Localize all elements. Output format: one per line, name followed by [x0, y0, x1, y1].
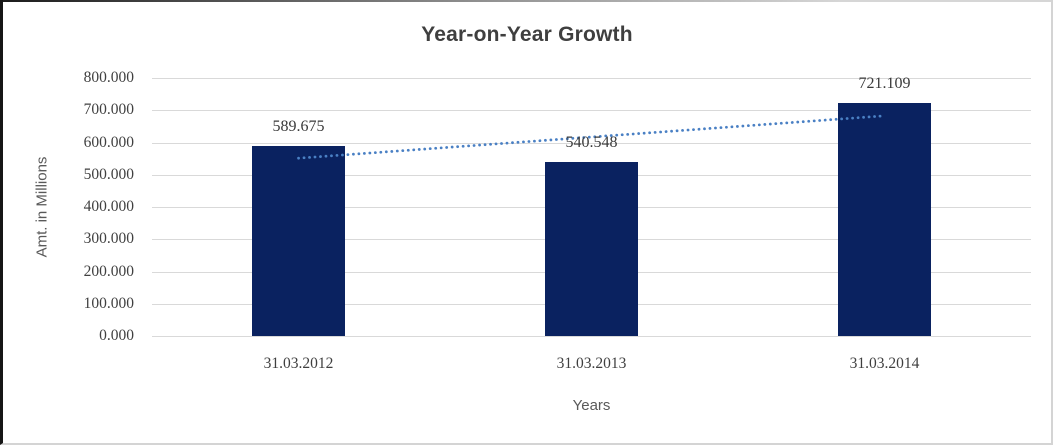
y-tick-label: 100.000: [83, 294, 134, 312]
bar-31-03-2013: [545, 161, 638, 336]
y-tick-label: 600.000: [83, 133, 134, 151]
y-tick-label: 700.000: [83, 101, 134, 119]
y-tick-label: 200.000: [83, 262, 134, 280]
gridline: [152, 110, 1031, 112]
y-axis: 800.000 700.000 600.000 500.000 400.000 …: [3, 69, 134, 344]
x-axis: 31.03.2012 31.03.2013 31.03.2014: [152, 355, 1031, 375]
x-tick-label: 31.03.2013: [556, 355, 627, 372]
x-tick-label: 31.03.2014: [849, 355, 920, 372]
y-tick-label: 800.000: [83, 69, 134, 86]
bar-31-03-2014: [837, 103, 931, 336]
chart-title: Year-on-Year Growth: [421, 23, 633, 46]
bar-value-label: 540.548: [565, 133, 618, 151]
plot-area: 589.675 540.548 721.109: [152, 75, 1031, 337]
y-tick-label: 300.000: [83, 230, 134, 248]
gridline: [152, 78, 1031, 79]
y-tick-label: 400.000: [83, 198, 134, 215]
bar-31-03-2012: [252, 145, 345, 336]
x-tick-label: 31.03.2012: [263, 355, 334, 372]
x-axis-title-row: Years: [152, 397, 1031, 415]
x-axis-title: Years: [572, 397, 611, 414]
bar-value-label: 721.109: [858, 75, 911, 93]
y-tick-label: 500.000: [83, 165, 134, 183]
bar-value-label: 589.675: [272, 117, 325, 135]
gridline: [152, 336, 1031, 337]
y-tick-label: 0.000: [99, 327, 134, 344]
